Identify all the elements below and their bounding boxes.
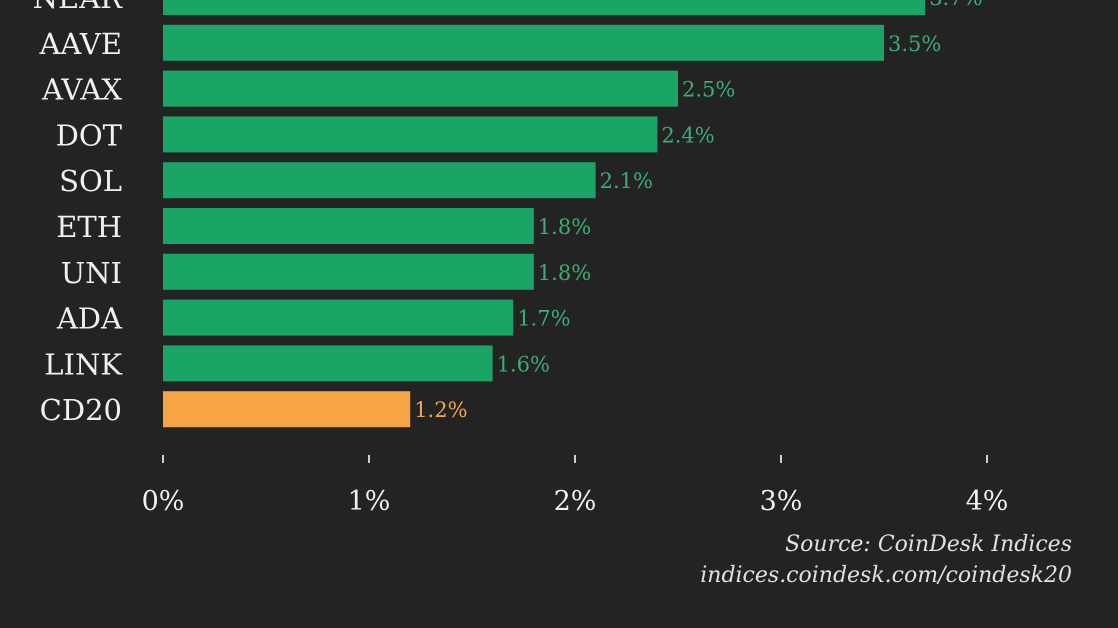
category-label-aave: AAVE: [38, 27, 122, 61]
value-label-aave: 3.5%: [888, 32, 941, 56]
source-url: indices.coindesk.com/coindesk20: [700, 563, 1072, 588]
category-label-dot: DOT: [56, 118, 123, 152]
bar-aave: [163, 24, 884, 61]
bars-group: NEAR 3.7% AAVE 3.5% AVAX 2.5% DOT 2.4% SOL 2.1% ET…: [33, 0, 983, 428]
x-tick-label-3: 3%: [760, 486, 803, 517]
bar-dot: [163, 116, 658, 153]
value-label-uni: 1.8%: [538, 261, 591, 285]
bar-avax: [163, 70, 678, 107]
value-label-sol: 2.1%: [600, 169, 653, 193]
x-tick-label-0: 0%: [142, 486, 185, 517]
bar-sol: [163, 162, 596, 199]
value-label-dot: 2.4%: [661, 123, 714, 147]
x-tick-label-2: 2%: [554, 486, 597, 517]
value-label-cd20: 1.2%: [414, 398, 467, 422]
bar-near: [163, 0, 926, 15]
category-label-sol: SOL: [59, 164, 122, 198]
value-label-eth: 1.8%: [538, 215, 591, 239]
category-label-avax: AVAX: [41, 73, 122, 107]
category-label-uni: UNI: [61, 256, 122, 290]
source-credit: Source: CoinDesk Indices: [785, 532, 1072, 557]
bar-eth: [163, 208, 534, 244]
bar-link: [163, 345, 493, 382]
value-label-avax: 2.5%: [682, 78, 735, 102]
bar-ada: [163, 299, 514, 336]
category-label-link: LINK: [44, 347, 123, 381]
x-tick-label-4: 4%: [966, 486, 1009, 517]
category-label-eth: ETH: [56, 210, 122, 244]
x-axis: 0% 1% 2% 3% 4%: [142, 455, 1009, 517]
x-tick-label-1: 1%: [348, 486, 391, 517]
category-label-near: NEAR: [33, 0, 123, 15]
bar-cd20: [163, 391, 411, 428]
value-label-ada: 1.7%: [517, 307, 570, 331]
value-label-link: 1.6%: [497, 352, 550, 376]
category-label-ada: ADA: [56, 302, 123, 336]
bar-uni: [163, 253, 534, 290]
category-label-cd20: CD20: [40, 393, 122, 427]
value-label-near: 3.7%: [929, 0, 982, 10]
